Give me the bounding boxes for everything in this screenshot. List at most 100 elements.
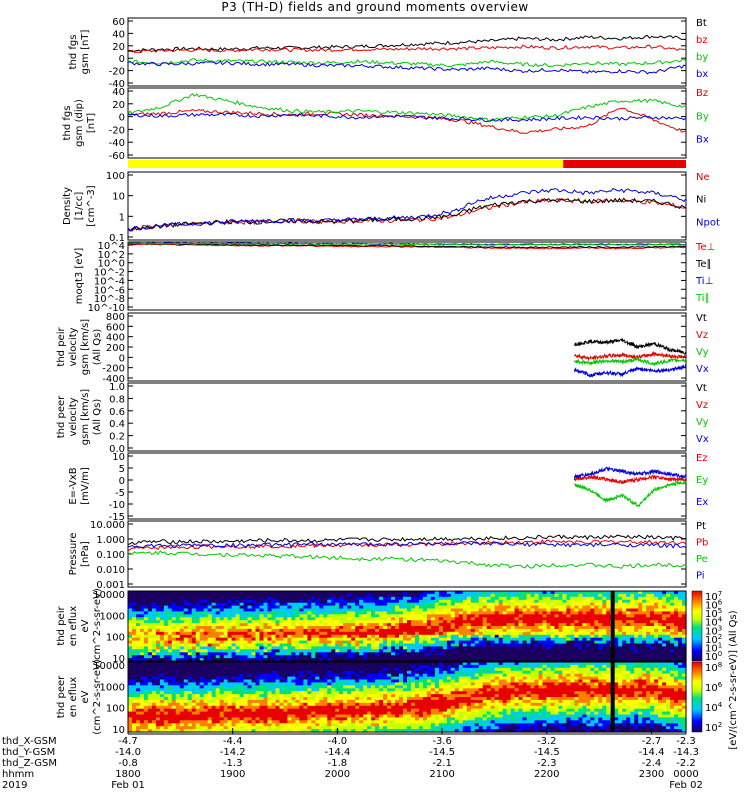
heatmap-cell: [558, 620, 564, 624]
heatmap-cell: [510, 605, 516, 610]
heatmap-cell: [466, 608, 472, 612]
heatmap-cell: [542, 620, 548, 624]
heatmap-cell: [395, 591, 400, 595]
heatmap-cell: [231, 614, 237, 618]
heatmap-cell: [594, 591, 599, 595]
heatmap-cell: [638, 596, 643, 601]
heatmap-cell: [538, 649, 544, 653]
heatmap-cell: [666, 593, 671, 598]
heatmap-cell: [438, 611, 444, 615]
heatmap-cell: [438, 634, 444, 639]
heatmap-cell: [319, 717, 324, 721]
heatmap-cell: [650, 655, 655, 659]
heatmap-cell: [287, 649, 292, 653]
heatmap-cell: [247, 599, 253, 604]
heatmap-cell: [303, 658, 308, 662]
heatmap-cell: [371, 611, 376, 615]
heatmap-cell: [136, 723, 141, 727]
heatmap-cell: [231, 670, 237, 675]
heatmap-cell: [379, 637, 384, 642]
heatmap-cell: [187, 649, 193, 653]
heatmap-cell: [327, 673, 332, 678]
heatmap-cell: [331, 714, 336, 718]
heatmap-cell: [191, 596, 197, 601]
heatmap-cells: [128, 662, 687, 733]
heatmap-cell: [128, 670, 133, 675]
heatmap-cell: [622, 608, 627, 612]
heatmap-cell: [550, 626, 556, 630]
heatmap-cell: [235, 711, 241, 716]
heatmap-cell: [466, 593, 472, 598]
heatmap-cell: [211, 591, 217, 595]
heatmap-cell: [650, 608, 655, 612]
heatmap-cell: [319, 699, 324, 704]
heatmap-cell: [167, 694, 173, 698]
heatmap-cell: [574, 637, 579, 642]
heatmap-cell: [403, 599, 408, 604]
heatmap-cell: [283, 626, 288, 630]
y-tick-label: 10: [112, 725, 125, 736]
heatmap-cell: [630, 643, 635, 647]
heatmap-cell: [219, 711, 225, 716]
heatmap-cell: [235, 652, 241, 656]
heatmap-cell: [287, 608, 292, 612]
heatmap-cell: [259, 593, 265, 598]
heatmap-cell: [191, 602, 197, 607]
heatmap-cell: [415, 655, 420, 659]
heatmap-cell: [183, 643, 189, 647]
heatmap-cell: [426, 623, 432, 627]
heatmap-cell: [339, 591, 344, 595]
heatmap-cell: [275, 682, 281, 686]
heatmap-cell: [183, 714, 189, 718]
heatmap-cell: [379, 631, 384, 636]
heatmap-cell: [666, 634, 671, 639]
heatmap-cell: [482, 628, 488, 633]
heatmap-cell: [407, 599, 412, 604]
heatmap-cell: [287, 705, 292, 710]
heatmap-cell: [586, 623, 591, 627]
heatmap-cell: [522, 626, 528, 630]
heatmap-cell: [682, 614, 687, 618]
heatmap-cell: [510, 634, 516, 639]
heatmap-cell: [151, 720, 157, 724]
heatmap-cell: [311, 705, 316, 710]
heatmap-cell: [231, 596, 237, 601]
heatmap-cell: [590, 593, 595, 598]
heatmap-cell: [482, 614, 488, 618]
heatmap-cell: [518, 643, 524, 647]
heatmap-cell: [219, 634, 225, 639]
y-axis-label: [nPa]: [80, 541, 91, 567]
heatmap-cell: [327, 614, 332, 618]
heatmap-cell: [678, 593, 683, 598]
heatmap-cell: [518, 658, 524, 662]
heatmap-cell: [267, 593, 273, 598]
heatmap-cell: [367, 599, 372, 604]
heatmap-cell: [458, 620, 464, 624]
heatmap-cell: [590, 599, 595, 604]
heatmap-cell: [227, 729, 233, 733]
heatmap-cell: [526, 593, 532, 598]
heatmap-cell: [407, 608, 412, 612]
heatmap-cell: [303, 679, 308, 683]
heatmap-cell: [682, 611, 687, 615]
heatmap-cell: [199, 699, 205, 704]
heatmap-cell: [343, 596, 348, 601]
heatmap-cell: [143, 599, 149, 604]
heatmap-cell: [171, 720, 177, 724]
heatmap-cell: [315, 702, 320, 707]
heatmap-cell: [203, 643, 209, 647]
heatmap-cell: [343, 628, 348, 633]
heatmap-cell: [219, 599, 225, 604]
heatmap-cell: [307, 631, 312, 636]
heatmap-cell: [251, 649, 257, 653]
heatmap-cell: [255, 708, 261, 713]
heatmap-cell: [518, 591, 524, 595]
heatmap-cell: [339, 682, 344, 686]
heatmap-cell: [506, 599, 512, 604]
heatmap-cell: [159, 729, 165, 733]
heatmap-cell: [411, 626, 416, 630]
heatmap-cell: [271, 664, 277, 669]
heatmap-cell: [343, 664, 348, 669]
heatmap-cell: [407, 611, 412, 615]
heatmap-cell: [163, 608, 169, 612]
